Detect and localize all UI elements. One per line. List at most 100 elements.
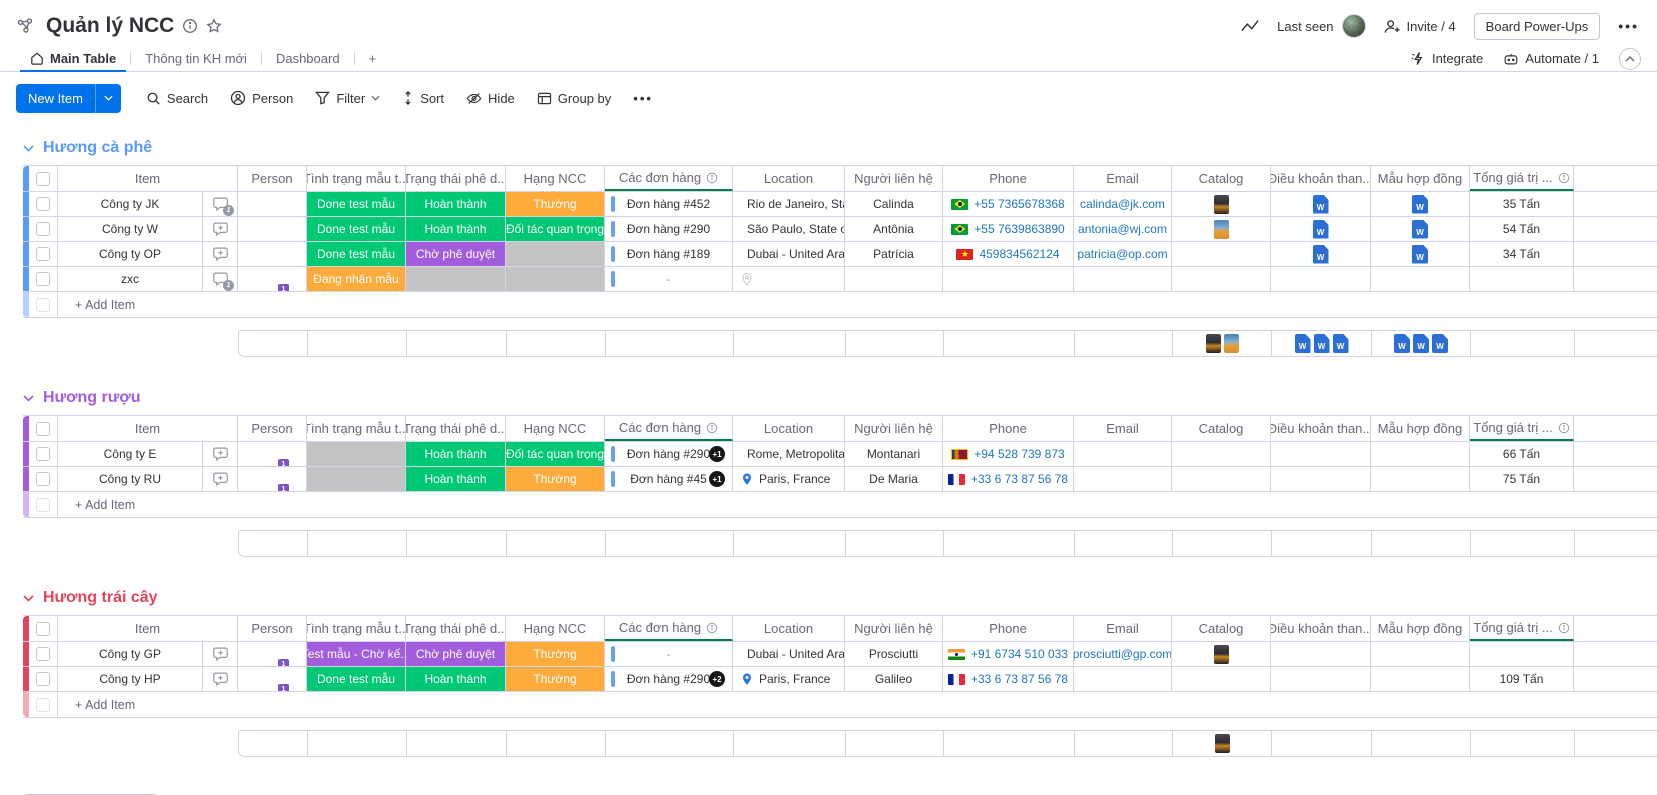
location-cell[interactable]: Dubai - United Arab ...	[733, 642, 845, 666]
status-cell[interactable]	[307, 467, 406, 491]
column-header-email[interactable]: Email	[1074, 416, 1172, 441]
contact-cell[interactable]: Antônia	[845, 217, 943, 241]
row-checkbox[interactable]	[36, 222, 50, 236]
column-header-item[interactable]: Item	[58, 166, 238, 191]
chat-cell[interactable]: 1	[203, 267, 238, 291]
contact-cell[interactable]: Calinda	[845, 192, 943, 216]
word-doc-icon[interactable]	[1412, 194, 1428, 214]
status-cell[interactable]: Đối tác quan trọng	[506, 442, 605, 466]
add-update-icon[interactable]	[210, 645, 230, 663]
column-header-terms[interactable]: Điều khoản than...	[1271, 416, 1371, 441]
group-collapse-chevron[interactable]	[23, 594, 34, 602]
phone-number[interactable]: +33 6 73 87 56 78	[970, 472, 1069, 486]
column-header-terms[interactable]: Điều khoản than...	[1271, 166, 1371, 191]
item-name-cell[interactable]: Công ty E	[58, 442, 203, 466]
person-cell[interactable]: 1	[238, 642, 307, 666]
updates-chat-icon[interactable]: 1	[210, 195, 234, 216]
column-header-contact[interactable]: Người liên hệ	[845, 166, 943, 191]
catalog-thumbnail[interactable]	[1223, 334, 1239, 353]
column-header-contact[interactable]: Người liên hệ	[845, 416, 943, 441]
phone-cell[interactable]	[943, 267, 1074, 291]
person-cell[interactable]: 1	[238, 667, 307, 691]
invite-button[interactable]: Invite / 4	[1384, 19, 1456, 34]
group-by-button[interactable]: Group by	[528, 85, 620, 112]
terms-doc-cell[interactable]	[1271, 442, 1371, 466]
status-cell[interactable]: Done test mẫu	[307, 667, 406, 691]
person-cell[interactable]: 1	[238, 267, 307, 291]
last-seen[interactable]: Last seen	[1277, 14, 1366, 38]
word-doc-icon[interactable]	[1413, 334, 1429, 353]
select-all-checkbox[interactable]	[36, 621, 50, 636]
catalog-cell[interactable]	[1172, 192, 1271, 216]
tab-dashboard[interactable]: Dashboard	[262, 46, 354, 71]
status-cell[interactable]: Done test mẫu	[307, 242, 406, 266]
email-cell[interactable]	[1074, 267, 1172, 291]
orders-cell[interactable]: Đơn hàng #452	[605, 192, 733, 216]
column-header-catalog[interactable]: Catalog	[1172, 416, 1271, 441]
group-title[interactable]: Hương rượu	[43, 389, 141, 406]
column-header-location[interactable]: Location	[733, 166, 845, 191]
updates-chat-icon[interactable]: 1	[210, 270, 234, 291]
toolbar-more-icon[interactable]: •••	[633, 90, 653, 106]
person-cell[interactable]	[238, 242, 307, 266]
phone-number[interactable]: 459834562124	[979, 247, 1060, 261]
column-header-person[interactable]: Person	[238, 616, 307, 641]
item-name-cell[interactable]: Công ty W	[58, 217, 203, 241]
person-cell[interactable]	[238, 192, 307, 216]
status-cell[interactable]: Thường	[506, 667, 605, 691]
sort-button[interactable]: Sort	[393, 85, 453, 112]
item-name-cell[interactable]: Công ty HP	[58, 667, 203, 691]
row-checkbox[interactable]	[36, 647, 50, 661]
column-header-person[interactable]: Person	[238, 416, 307, 441]
phone-cell[interactable]: +94 528 739 873	[943, 442, 1074, 466]
contact-cell[interactable]: Galileo	[845, 667, 943, 691]
status-cell[interactable]: Hoàn thành	[406, 467, 506, 491]
column-header-item[interactable]: Item	[58, 616, 238, 641]
catalog-thumbnail[interactable]	[1213, 219, 1229, 239]
status-cell[interactable]: Chờ phê duyệt	[406, 642, 506, 666]
column-header-total[interactable]: Tổng giá trị ...	[1470, 166, 1574, 191]
total-cell[interactable]: 54 Tấn	[1470, 217, 1574, 241]
column-header-catalog[interactable]: Catalog	[1172, 616, 1271, 641]
word-doc-icon[interactable]	[1432, 334, 1448, 353]
column-header-location[interactable]: Location	[733, 416, 845, 441]
row-checkbox[interactable]	[36, 472, 50, 486]
phone-cell[interactable]: +91 6734 510 033	[943, 642, 1074, 666]
column-header-status2[interactable]: Trạng thái phê d...	[406, 616, 506, 641]
column-header-orders[interactable]: Các đơn hàng	[605, 616, 733, 641]
select-all-checkbox[interactable]	[36, 421, 50, 436]
contact-cell[interactable]	[845, 267, 943, 291]
email-cell[interactable]	[1074, 667, 1172, 691]
chat-cell[interactable]	[203, 467, 238, 491]
orders-cell[interactable]: Đơn hàng #290 +2	[605, 667, 733, 691]
person-cell[interactable]: 1	[238, 467, 307, 491]
contact-cell[interactable]: De Maria	[845, 467, 943, 491]
column-header-item[interactable]: Item	[58, 416, 238, 441]
terms-doc-cell[interactable]	[1271, 467, 1371, 491]
word-doc-icon[interactable]	[1412, 219, 1428, 239]
terms-doc-cell[interactable]	[1271, 267, 1371, 291]
status-cell[interactable]	[307, 442, 406, 466]
phone-number[interactable]: +91 6734 510 033	[970, 647, 1069, 661]
total-cell[interactable]: 109 Tấn	[1470, 667, 1574, 691]
chat-cell[interactable]	[203, 642, 238, 666]
add-item-button[interactable]: + Add Item	[75, 297, 136, 312]
catalog-thumbnail[interactable]	[1213, 194, 1229, 214]
column-header-status2[interactable]: Trạng thái phê d...	[406, 416, 506, 441]
column-header-contact[interactable]: Người liên hệ	[845, 616, 943, 641]
terms-doc-cell[interactable]	[1271, 192, 1371, 216]
terms-doc-cell[interactable]	[1271, 217, 1371, 241]
email-cell[interactable]: patricia@op.com	[1074, 242, 1172, 266]
status-cell[interactable]: Test mẫu - Chờ kế...	[307, 642, 406, 666]
row-checkbox[interactable]	[36, 672, 50, 686]
email-cell[interactable]: calinda@jk.com	[1074, 192, 1172, 216]
group-title[interactable]: Hương cà phê	[43, 139, 153, 156]
catalog-cell[interactable]	[1172, 467, 1271, 491]
activity-icon[interactable]	[1241, 19, 1259, 33]
contract-doc-cell[interactable]	[1371, 442, 1470, 466]
catalog-cell[interactable]	[1172, 442, 1271, 466]
filter-button[interactable]: Filter	[306, 85, 389, 112]
word-doc-icon[interactable]	[1312, 244, 1329, 264]
phone-number[interactable]: +94 528 739 873	[974, 447, 1065, 461]
item-name-cell[interactable]: Công ty OP	[58, 242, 203, 266]
